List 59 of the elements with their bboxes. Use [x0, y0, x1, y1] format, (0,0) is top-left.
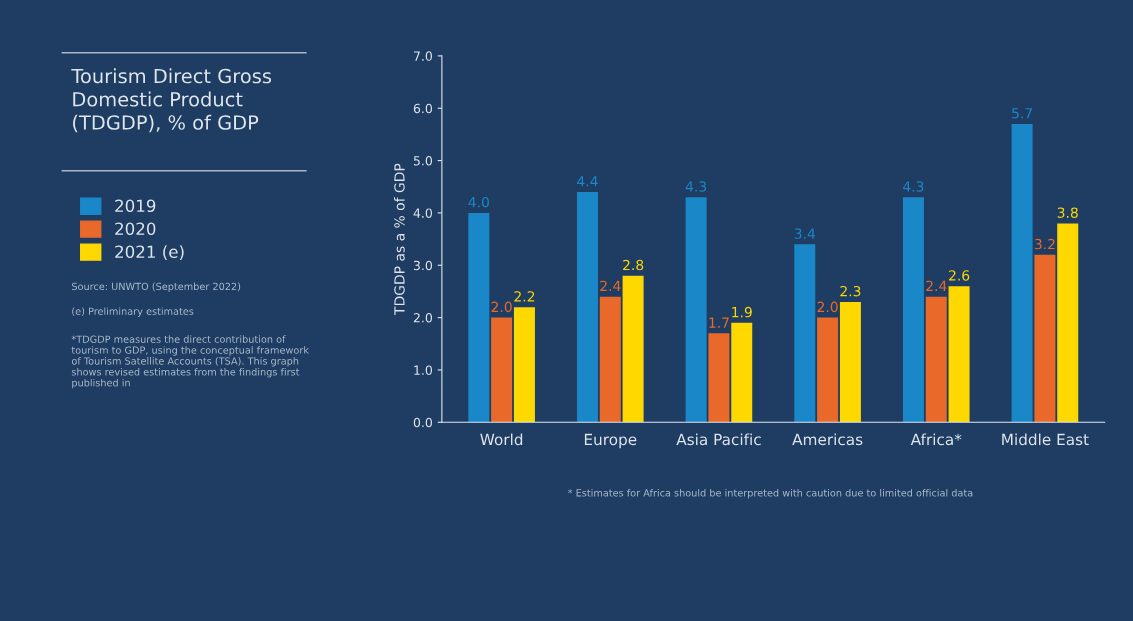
data-label: 3.8: [1057, 207, 1078, 218]
data-label: 4.3: [903, 181, 924, 192]
text: Tourism Direct Gross Domestic Product (TDGDP), % of GDP: [71, 68, 272, 133]
bar: [599, 296, 621, 423]
legend-label: 2021 (e): [115, 245, 184, 260]
bar: [817, 317, 839, 423]
bar: [1034, 254, 1056, 423]
bar: [948, 286, 970, 423]
data-label: 2.8: [623, 259, 644, 271]
source-note: Source: UNWTO (September 2022): [72, 282, 241, 292]
bar: [902, 197, 924, 423]
legend-label: 2019: [115, 199, 156, 213]
data-label: 1.9: [732, 306, 752, 318]
y-tick-label: 4.0: [413, 208, 433, 218]
data-label: 4.0: [468, 196, 489, 208]
data-label: 4.4: [577, 176, 598, 187]
bar: [708, 333, 730, 423]
bar: [513, 307, 535, 423]
legend-label: 2020: [115, 222, 156, 236]
data-label: 2.4: [600, 280, 621, 291]
bar: [1011, 123, 1033, 423]
y-tick-label: 7.0: [413, 51, 433, 61]
x-tick-label: World: [480, 433, 523, 446]
bar: [731, 322, 753, 423]
data-label: 3.2: [1034, 238, 1055, 250]
data-label: 2.0: [491, 301, 512, 313]
x-tick-label: Europe: [584, 433, 637, 449]
bar: [925, 296, 947, 423]
y-tick-label: 2.0: [413, 313, 433, 323]
data-label: 3.4: [794, 228, 816, 239]
data-label: 2.3: [840, 285, 861, 297]
y-tick-label: 6.0: [413, 103, 433, 114]
bar: [685, 197, 707, 423]
bar: [794, 244, 816, 423]
bar: [491, 317, 513, 423]
x-tick-label: Africa*: [910, 433, 962, 446]
text: *TDGDP measures the direct contribution of tourism to GDP, using the conceptual framework of Tourism Satellite Accounts (TSA). This graph shows revised estimates from the findings first published in: [71, 335, 309, 389]
y-tick-label: 1.0: [414, 365, 433, 375]
bar: [839, 301, 861, 423]
bar: [622, 275, 644, 423]
x-tick-label: Americas: [792, 433, 863, 446]
y-axis-title: TDGDP as a % of GDP: [393, 163, 405, 315]
y-tick-label: 0.0: [413, 417, 433, 428]
y-tick-label: 5.0: [413, 156, 433, 166]
y-tick-label: 3.0: [413, 260, 433, 271]
text: (e) Preliminary estimates: [72, 307, 194, 317]
x-tick-label: Middle East: [1002, 433, 1089, 446]
x-tick-label: Asia Pacific: [676, 433, 761, 446]
data-label: 2.6: [949, 270, 970, 281]
bar: [576, 191, 598, 423]
bar: [468, 212, 490, 423]
data-label: 4.3: [685, 181, 707, 192]
bar: [1057, 223, 1079, 423]
data-label: 5.7: [1012, 108, 1032, 119]
data-label: 2.4: [926, 280, 947, 291]
data-label: 1.7: [709, 317, 729, 328]
data-label: 2.2: [514, 291, 535, 302]
text: * Estimates for Africa should be interpreted with caution due to limited official data: [568, 488, 973, 499]
data-label: 2.0: [817, 301, 838, 313]
